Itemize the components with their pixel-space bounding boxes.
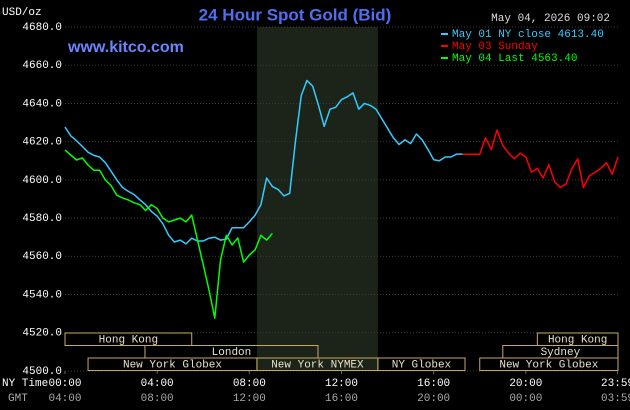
y-tick-label: 4600.0 [22, 175, 62, 187]
x-tick-label: 12:00 [325, 378, 358, 390]
session-box [64, 332, 193, 346]
series-line [64, 149, 273, 319]
x-tick-label: 16:00 [417, 378, 450, 390]
session-box [377, 357, 466, 371]
y-tick-label: 4540.0 [22, 289, 62, 301]
x-tick-label: 04:00 [141, 378, 174, 390]
x2-tick-label: 04:00 [48, 393, 81, 405]
y-tick-label: 4680.0 [22, 22, 62, 34]
session-box [479, 357, 619, 371]
session-label: NY Globex [392, 359, 452, 371]
y-tick-label: 4520.0 [22, 328, 62, 340]
x-tick-label: 08:00 [233, 378, 266, 390]
y-tick-label: 4640.0 [22, 98, 62, 110]
x2-axis-label: GMT [8, 393, 28, 405]
chart-subtitle: www.kitco.com [67, 39, 184, 56]
x-axis-label: NY Time [2, 378, 48, 390]
x2-tick-label: 00:00 [509, 393, 542, 405]
x2-tick-label: 08:00 [141, 393, 174, 405]
chart-title: 24 Hour Spot Gold (Bid) [199, 5, 392, 24]
y-tick-label: 4500.0 [22, 366, 62, 378]
x2-tick-label: 20:00 [417, 393, 450, 405]
series-line [462, 129, 619, 189]
session-label: Hong Kong [548, 334, 607, 346]
session-shade [256, 27, 378, 371]
session-label: New York Globex [123, 359, 222, 371]
x2-tick-label: 12:00 [233, 393, 266, 405]
background-layer [65, 26, 618, 372]
x2-tick-label: 16:00 [325, 393, 358, 405]
y-tick-label: 4560.0 [22, 251, 62, 263]
series-line [64, 79, 463, 245]
y-tick-label: 4660.0 [22, 60, 62, 72]
session-label: New York NYMEX [271, 359, 364, 371]
y-tick-label: 4620.0 [22, 137, 62, 149]
legend-label: May 01 NY close 4613.40 [452, 29, 604, 41]
session-label: Sydney [541, 347, 581, 359]
session-label: Hong Kong [99, 334, 158, 346]
legend-label: May 03 Sunday [452, 41, 538, 53]
y-axis-label: USD/oz [2, 7, 42, 19]
legend-label: May 04 Last 4563.40 [452, 53, 577, 65]
x-tick-label: 23:59 [601, 378, 630, 390]
session-label: London [212, 347, 252, 359]
timestamp: May 04, 2026 09:02 [491, 13, 610, 25]
y-tick-label: 4580.0 [22, 213, 62, 225]
x2-tick-label: 03:59 [601, 393, 630, 405]
x-tick-label: 00:00 [48, 378, 81, 390]
session-label: New York Globex [499, 359, 598, 371]
x-tick-label: 20:00 [509, 378, 542, 390]
